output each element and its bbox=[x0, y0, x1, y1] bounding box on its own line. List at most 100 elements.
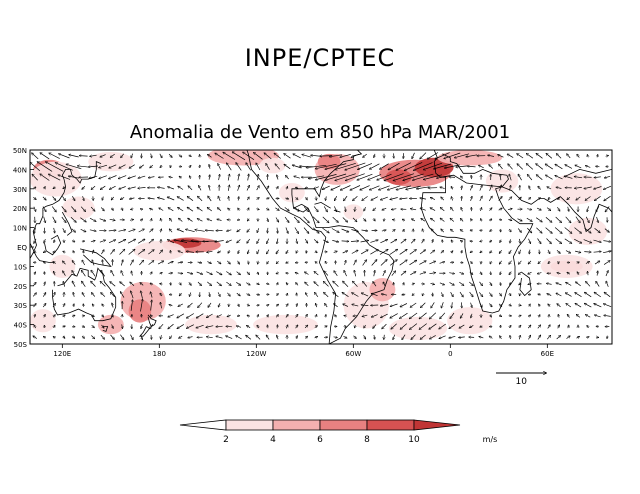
wind-vector-34 bbox=[363, 153, 367, 157]
wind-vector-919 bbox=[217, 314, 222, 318]
wind-vector-632 bbox=[345, 260, 346, 265]
shade-blob-25 bbox=[49, 254, 76, 279]
wind-vector-576 bbox=[379, 249, 388, 255]
wind-vector-850 bbox=[130, 300, 133, 311]
wind-vector-438 bbox=[205, 230, 214, 231]
wind-vector-442 bbox=[247, 228, 250, 233]
wind-vector-758 bbox=[403, 283, 404, 286]
wind-vector-359 bbox=[605, 206, 610, 212]
wind-vector-424 bbox=[71, 228, 76, 233]
wind-vector-678 bbox=[206, 271, 212, 275]
wind-vector-49 bbox=[507, 154, 514, 158]
wind-vector-804 bbox=[266, 294, 269, 295]
wind-vector-429 bbox=[118, 230, 126, 232]
wind-vector-617 bbox=[197, 262, 202, 263]
shade-blob-18 bbox=[369, 278, 396, 302]
wind-vector-309 bbox=[122, 208, 123, 211]
wind-vector-971 bbox=[141, 324, 143, 329]
wind-vector-989 bbox=[314, 326, 318, 328]
wind-vector-471 bbox=[527, 227, 532, 233]
wind-vector-740 bbox=[226, 281, 231, 286]
wind-vector-52 bbox=[536, 153, 543, 159]
wind-vector-710 bbox=[518, 271, 522, 275]
wind-vector-190 bbox=[128, 186, 136, 189]
wind-vector-387 bbox=[293, 216, 299, 223]
wind-vector-495 bbox=[174, 240, 188, 243]
wind-vector-826 bbox=[479, 292, 483, 297]
wind-vector-322 bbox=[248, 208, 249, 211]
wind-vector-332 bbox=[345, 206, 346, 212]
wind-vector-636 bbox=[380, 260, 387, 266]
wind-vector-942 bbox=[440, 312, 446, 319]
wind-vector-151 bbox=[325, 173, 347, 180]
wind-vector-835 bbox=[565, 293, 572, 297]
wind-vector-23 bbox=[253, 152, 263, 160]
wind-vector-976 bbox=[186, 324, 194, 329]
wind-vector-790 bbox=[131, 291, 134, 299]
wind-vector-932 bbox=[344, 316, 347, 317]
wind-vector-672 bbox=[151, 272, 153, 275]
wind-vector-769 bbox=[510, 282, 511, 285]
wind-vector-662 bbox=[53, 271, 55, 276]
wind-vector-482 bbox=[54, 239, 55, 243]
wind-vector-138 bbox=[209, 175, 210, 180]
wind-vector-895 bbox=[566, 303, 572, 308]
wind-vector-630 bbox=[325, 261, 326, 265]
wind-vector-76 bbox=[189, 165, 191, 167]
wind-vector-1073 bbox=[546, 335, 551, 340]
wind-vector-638 bbox=[399, 260, 408, 266]
wind-vector-514 bbox=[360, 240, 369, 243]
wind-vector-950 bbox=[519, 315, 522, 316]
wind-vector-745 bbox=[277, 283, 278, 286]
wind-vector-699 bbox=[410, 272, 416, 276]
wind-vector-572 bbox=[342, 251, 348, 254]
wind-vector-492 bbox=[148, 239, 154, 244]
wind-vector-563 bbox=[257, 249, 260, 254]
wind-vector-757 bbox=[394, 282, 395, 286]
wind-vector-453 bbox=[351, 229, 358, 232]
wind-vector-538 bbox=[593, 239, 602, 242]
wind-vector-507 bbox=[296, 238, 297, 244]
wind-vector-625 bbox=[276, 261, 279, 263]
wind-vector-515 bbox=[370, 240, 378, 243]
wind-vector-937 bbox=[390, 313, 398, 319]
wind-vector-846 bbox=[92, 304, 94, 307]
wind-vector-150 bbox=[315, 174, 337, 180]
wind-vector-680 bbox=[226, 271, 231, 275]
wind-vector-477 bbox=[584, 227, 591, 233]
wind-vector-305 bbox=[80, 206, 86, 212]
wind-vector-446 bbox=[285, 227, 288, 234]
wind-vector-593 bbox=[548, 249, 550, 254]
wind-vector-747 bbox=[296, 283, 299, 286]
shade-blob-13 bbox=[97, 314, 124, 335]
wind-vector-980 bbox=[226, 326, 232, 327]
wind-vector-1000 bbox=[419, 323, 427, 330]
wind-vector-321 bbox=[238, 208, 240, 210]
colorbar-upper-triangle bbox=[413, 419, 461, 431]
wind-vector-63 bbox=[55, 163, 73, 171]
wind-vector-520 bbox=[421, 239, 425, 244]
wind-vector-589 bbox=[509, 249, 512, 254]
wind-vector-1013 bbox=[547, 325, 551, 329]
wind-vector-537 bbox=[583, 239, 592, 243]
wind-vector-755 bbox=[373, 282, 377, 287]
wind-vector-954 bbox=[558, 314, 559, 318]
wind-vector-801 bbox=[236, 292, 241, 296]
wind-vector-317 bbox=[197, 207, 203, 212]
wind-vector-1059 bbox=[411, 334, 416, 340]
wind-vector-766 bbox=[479, 281, 483, 286]
wind-vector-858 bbox=[208, 302, 212, 308]
shade-blob-16 bbox=[62, 196, 95, 220]
wind-vector-122 bbox=[48, 174, 61, 181]
wind-vector-852 bbox=[151, 300, 152, 311]
wind-vector-1014 bbox=[558, 325, 560, 329]
wind-vector-273 bbox=[353, 195, 358, 201]
wind-vector-405 bbox=[471, 219, 473, 222]
wind-vector-855 bbox=[178, 303, 183, 307]
wind-vector-810 bbox=[324, 292, 329, 298]
wind-vector-805 bbox=[276, 294, 278, 296]
lat-label-6: 10S bbox=[14, 263, 28, 271]
wind-vector-447 bbox=[294, 227, 299, 234]
wind-vector-513 bbox=[350, 241, 359, 242]
wind-vector-220 bbox=[416, 186, 430, 189]
